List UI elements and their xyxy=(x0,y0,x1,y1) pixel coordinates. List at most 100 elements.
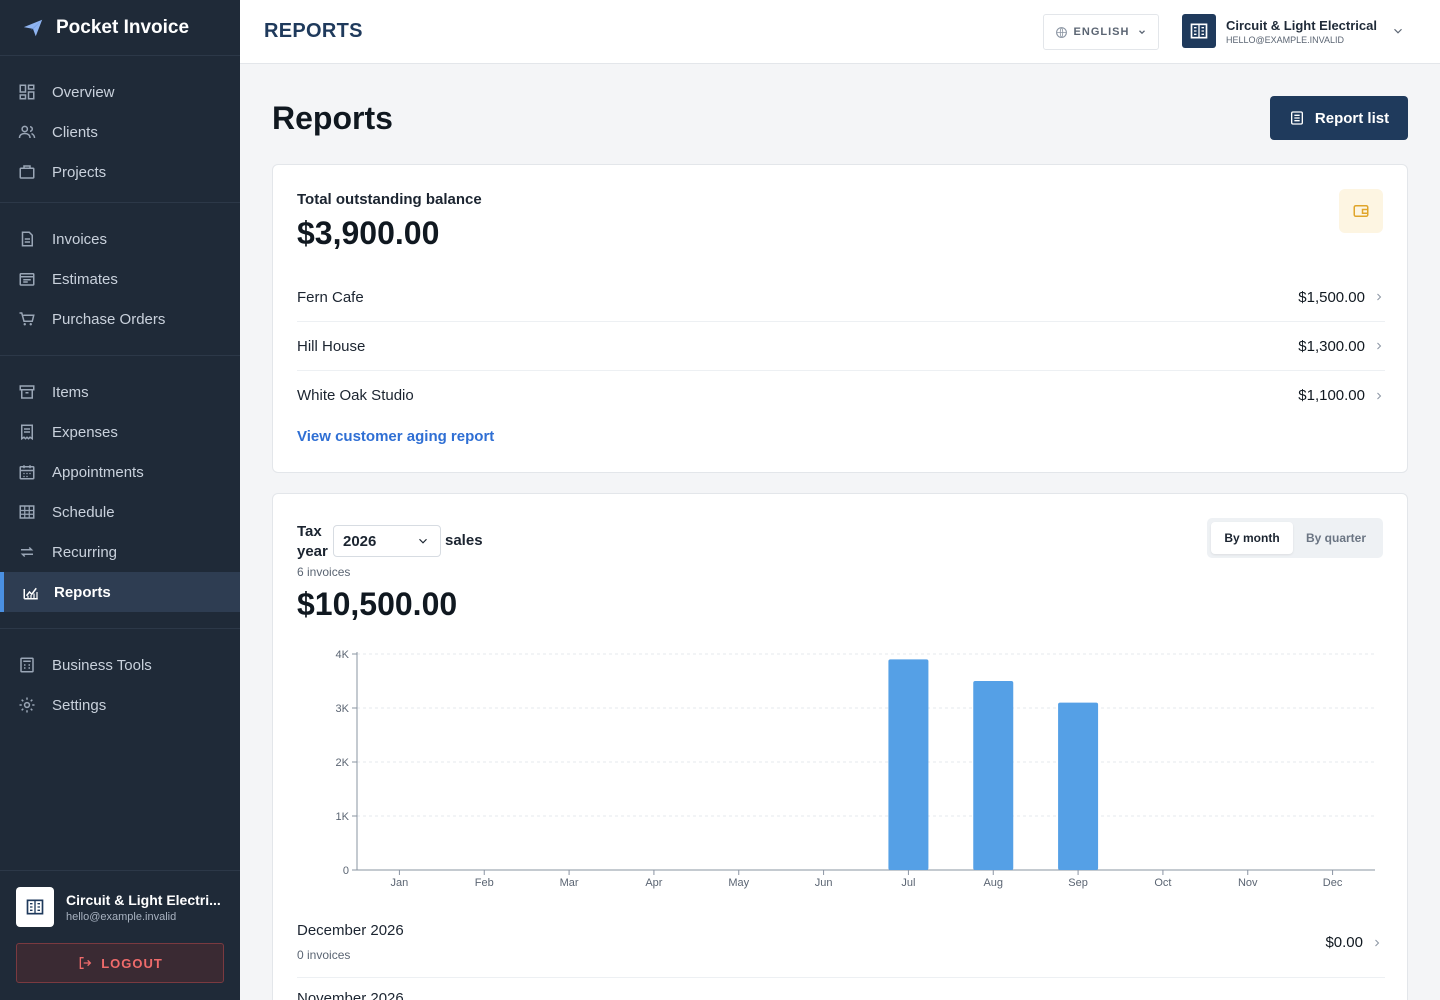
topbar: REPORTS ENGLISH Circuit & Light Electric… xyxy=(240,0,1440,64)
balance-row[interactable]: Hill House $1,300.00 xyxy=(297,322,1385,371)
month-name: December 2026 xyxy=(297,922,404,939)
client-balance: $1,300.00 xyxy=(1298,338,1385,355)
sidebar-item-invoices[interactable]: Invoices xyxy=(0,219,240,259)
sidebar-item-projects[interactable]: Projects xyxy=(0,152,240,192)
sidebar-item-purchase-orders[interactable]: Purchase Orders xyxy=(0,299,240,339)
sidebar-item-label: Clients xyxy=(52,123,98,141)
by-quarter-option[interactable]: By quarter xyxy=(1305,531,1367,545)
sales-label: sales xyxy=(445,532,483,549)
main-content: Reports Report list Total outstanding ba… xyxy=(240,64,1440,1000)
sidebar-item-label: Business Tools xyxy=(52,656,152,674)
report-list-button[interactable]: Report list xyxy=(1270,96,1408,140)
x-tick-label: Nov xyxy=(1238,877,1258,889)
logout-icon xyxy=(79,957,92,969)
aging-report-link[interactable]: View customer aging report xyxy=(297,428,495,445)
sidebar-item-appointments[interactable]: Appointments xyxy=(0,452,240,492)
sidebar-item-label: Schedule xyxy=(52,503,115,521)
items-icon xyxy=(18,383,36,401)
sidebar-item-label: Settings xyxy=(52,696,107,714)
list-icon xyxy=(1290,111,1303,125)
logout-label: LOGOUT xyxy=(101,955,163,971)
sidebar-item-schedule[interactable]: Schedule xyxy=(0,492,240,532)
estimate-icon xyxy=(18,270,36,288)
year-value: 2026 xyxy=(343,532,377,550)
x-tick-label: Dec xyxy=(1323,877,1343,889)
sidebar-item-estimates[interactable]: Estimates xyxy=(0,259,240,299)
x-tick-label: Aug xyxy=(983,877,1003,889)
company-logo xyxy=(16,887,54,927)
report-list-label: Report list xyxy=(1314,109,1390,127)
sidebar-item-clients[interactable]: Clients xyxy=(0,112,240,152)
sidebar-item-settings[interactable]: Settings xyxy=(0,685,240,725)
gear-icon xyxy=(18,696,36,714)
cart-icon xyxy=(18,310,36,328)
sidebar-nav: Overview Clients Projects Invoices Estimates… xyxy=(0,56,240,741)
month-name: November 2026 xyxy=(297,990,404,1000)
account-card[interactable]: Circuit & Light Electri... hello@example… xyxy=(16,887,224,927)
chevron-right-icon xyxy=(1377,342,1382,350)
sidebar-item-items[interactable]: Items xyxy=(0,372,240,412)
by-month-option[interactable]: By month xyxy=(1211,522,1293,554)
balance-row[interactable]: Fern Cafe $1,500.00 xyxy=(297,273,1385,322)
chevron-down-icon xyxy=(1394,28,1402,34)
company-logo xyxy=(1182,14,1216,48)
sidebar-item-reports[interactable]: Reports xyxy=(0,572,240,612)
nav-group: Overview Clients Projects xyxy=(0,56,240,203)
chevron-down-icon xyxy=(1139,30,1146,35)
sales-bar-chart: 0 1K 2K 3K 4K Jan Feb Mar Apr May Jun Jul Aug Sep Oct N… xyxy=(336,649,1375,889)
receipt-icon xyxy=(18,423,36,441)
month-amount-value: $0.00 xyxy=(1325,934,1363,951)
logout-button[interactable]: LOGOUT xyxy=(16,943,224,983)
building-icon xyxy=(26,899,44,915)
nav-group: Business Tools Settings xyxy=(0,629,240,741)
language-label: ENGLISH xyxy=(1073,26,1130,38)
y-tick-label: 0 xyxy=(343,865,349,877)
x-tick-label: May xyxy=(728,877,749,889)
y-tick-label: 3K xyxy=(336,703,350,715)
sidebar-item-business-tools[interactable]: Business Tools xyxy=(0,645,240,685)
month-row[interactable]: December 2026 0 invoices $0.00 xyxy=(297,922,1385,962)
outstanding-label: Total outstanding balance xyxy=(297,191,482,208)
page-title: Reports xyxy=(272,100,393,136)
sidebar-item-recurring[interactable]: Recurring xyxy=(0,532,240,572)
paper-plane-icon xyxy=(23,19,43,36)
sidebar-item-label: Overview xyxy=(52,83,115,101)
balance-row[interactable]: White Oak Studio $1,100.00 xyxy=(297,371,1385,420)
sidebar-item-expenses[interactable]: Expenses xyxy=(0,412,240,452)
sidebar-item-label: Appointments xyxy=(52,463,144,481)
sidebar-item-label: Projects xyxy=(52,163,107,181)
building-icon xyxy=(1190,23,1208,39)
app-name: Pocket Invoice xyxy=(56,16,190,38)
client-name: White Oak Studio xyxy=(297,387,414,404)
sidebar: Pocket Invoice Overview Clients Projects In… xyxy=(0,0,240,1000)
row-divider xyxy=(297,977,1385,978)
chevron-right-icon xyxy=(1375,939,1380,946)
language-select[interactable]: ENGLISH xyxy=(1043,14,1159,50)
company-email: HELLO@EXAMPLE.INVALID xyxy=(1226,34,1345,45)
calendar-icon xyxy=(18,463,36,481)
year-select[interactable]: 2026 xyxy=(333,525,441,557)
sidebar-item-label: Expenses xyxy=(52,423,118,441)
month-row[interactable]: November 2026 xyxy=(297,990,1385,1000)
sales-total: $10,500.00 xyxy=(297,586,458,622)
client-name: Hill House xyxy=(297,337,366,355)
brand[interactable]: Pocket Invoice xyxy=(0,0,240,56)
sidebar-item-label: Items xyxy=(52,383,89,401)
sidebar-item-overview[interactable]: Overview xyxy=(0,72,240,112)
sidebar-account: Circuit & Light Electri... hello@example… xyxy=(0,870,240,1000)
sales-card: Tax year 2026 sales 6 invoices $10,500.0… xyxy=(272,493,1408,1000)
globe-icon xyxy=(1055,26,1067,38)
bar-aug xyxy=(973,681,1014,870)
x-tick-label: Sep xyxy=(1068,877,1088,889)
bar-jul xyxy=(888,659,929,870)
period-toggle: By month By quarter xyxy=(1207,518,1383,558)
client-balance-value: $1,300.00 xyxy=(1298,337,1365,355)
overview-icon xyxy=(18,83,36,101)
y-tick-label: 2K xyxy=(336,757,350,769)
client-balance: $1,100.00 xyxy=(1298,387,1385,404)
clients-icon xyxy=(18,123,36,141)
repeat-icon xyxy=(18,543,36,561)
outstanding-total: $3,900.00 xyxy=(297,215,440,251)
company-switcher[interactable]: Circuit & Light Electrical HELLO@EXAMPLE… xyxy=(1182,14,1405,48)
x-tick-label: Apr xyxy=(645,877,662,889)
